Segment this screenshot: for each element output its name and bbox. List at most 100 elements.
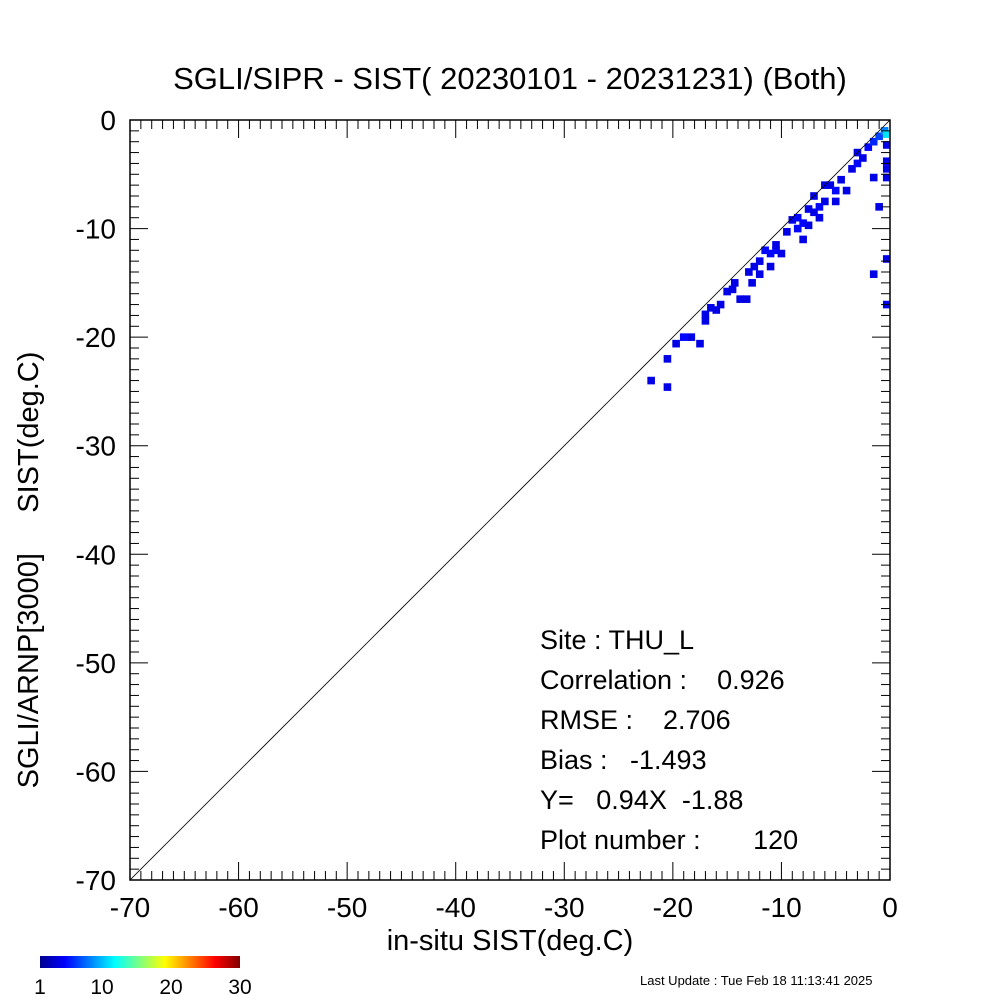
stat-rmse: RMSE : 2.706 — [540, 705, 731, 735]
x-tick-labels: -70 -60 -50 -40 -30 -20 -10 0 — [110, 892, 898, 923]
heatmap-cell — [687, 333, 696, 341]
heatmap-cell — [815, 203, 824, 211]
heatmap-cell — [748, 279, 756, 287]
chart-title: SGLI/SIPR - SIST( 20230101 - 20231231) (… — [173, 61, 847, 96]
heatmap-cell — [701, 317, 710, 325]
y-tick-label: -20 — [76, 322, 116, 353]
colorbar-gradient — [40, 956, 240, 968]
heatmap-cell — [761, 246, 769, 255]
heatmap-cell — [882, 130, 890, 138]
stat-plot-number: Plot number : 120 — [540, 825, 798, 855]
stat-site: Site : THU_L — [540, 625, 694, 655]
heatmap-cell — [701, 310, 710, 319]
heatmap-cell — [804, 221, 813, 230]
y-axis-label: SGLI/ARNP[3000] SIST(deg.C) — [13, 352, 45, 789]
stat-bias: Bias : -1.493 — [540, 745, 707, 775]
y-tick-label: 0 — [100, 105, 116, 136]
heatmap-cell — [672, 339, 680, 348]
heatmap-cell — [853, 159, 862, 168]
heatmap-cell — [663, 355, 672, 363]
stats-box: Site : THU_L Correlation : 0.926 RMSE : … — [540, 625, 798, 855]
heatmap-cell — [869, 137, 878, 146]
heatmap-cell — [679, 333, 688, 341]
y-tick-label: -60 — [76, 756, 116, 787]
colorbar-tick-label: 20 — [159, 976, 182, 999]
colorbar-tick-label: 30 — [228, 976, 251, 999]
heatmap-cell — [766, 262, 775, 271]
one-to-one-line — [130, 120, 890, 880]
heatmap-cell — [810, 208, 818, 217]
colorbar-labels: 1 10 20 30 — [34, 976, 252, 999]
heatmap-cell — [730, 279, 739, 287]
y-tick-label: -10 — [76, 214, 116, 245]
colorbar-tick-label: 1 — [34, 976, 46, 999]
heatmap-cell — [766, 249, 775, 258]
heatmap-cell — [831, 186, 840, 195]
x-tick-label: -10 — [761, 892, 801, 923]
heatmap-cell — [712, 306, 721, 314]
heatmap-cell — [869, 270, 878, 278]
heatmap-cell — [742, 295, 751, 303]
heatmap-cell — [716, 300, 725, 309]
last-update: Last Update : Tue Feb 18 11:13:41 2025 — [640, 973, 873, 988]
x-tick-label: -60 — [218, 892, 258, 923]
heatmap-cell — [663, 383, 672, 391]
colorbar: 1 10 20 30 — [34, 956, 252, 999]
heatmap-cell — [750, 262, 759, 271]
heatmap-cell — [788, 216, 797, 224]
y-tick-label: -30 — [76, 431, 116, 462]
x-tick-label: -70 — [110, 892, 150, 923]
stat-fit: Y= 0.94X -1.88 — [540, 785, 743, 815]
heatmap-cell — [772, 241, 780, 249]
heatmap-cell — [882, 141, 890, 149]
heatmap-cell — [696, 339, 704, 348]
heatmap-cell — [736, 295, 744, 303]
heatmap-cells — [647, 127, 890, 391]
heatmap-cell — [745, 268, 753, 276]
x-tick-label: 0 — [882, 892, 898, 923]
heatmap-cell — [869, 173, 878, 182]
heatmap-cell — [755, 270, 764, 278]
heatmap-cell — [755, 257, 764, 265]
x-tick-label: -30 — [544, 892, 584, 923]
y-tick-label: -70 — [76, 865, 116, 896]
heatmap-cell — [882, 173, 890, 182]
x-tick-label: -50 — [327, 892, 367, 923]
heatmap-cell — [815, 213, 824, 222]
heatmap-cell — [842, 186, 851, 195]
y-tick-labels: 0 -10 -20 -30 -40 -50 -60 -70 — [76, 105, 116, 896]
heatmap-cell — [882, 157, 890, 166]
colorbar-tick-label: 10 — [90, 976, 113, 999]
heatmap-cell — [831, 197, 840, 206]
heatmap-cell — [647, 376, 655, 385]
heatmap-cell — [777, 249, 786, 258]
y-tick-label: -50 — [76, 648, 116, 679]
y-tick-label: -40 — [76, 539, 116, 570]
heatmap-cell — [837, 175, 845, 184]
heatmap-cell — [864, 143, 873, 151]
x-axis-label: in-situ SIST(deg.C) — [387, 925, 634, 957]
heatmap-cell — [804, 205, 813, 213]
x-tick-label: -20 — [653, 892, 693, 923]
heatmap-cell — [723, 287, 731, 296]
x-tick-label: -40 — [435, 892, 475, 923]
heatmap-cell — [882, 165, 890, 173]
heatmap-cell — [728, 285, 737, 294]
heatmap-cell — [882, 255, 890, 263]
heatmap-cell — [821, 197, 829, 206]
heatmap-cell — [799, 235, 807, 244]
heatmap-cell — [875, 203, 883, 211]
stat-correlation: Correlation : 0.926 — [540, 665, 785, 695]
heatmap-cell — [772, 246, 780, 255]
heatmap-cell — [875, 132, 883, 141]
minor-ticks — [129, 119, 891, 881]
heatmap-cell — [793, 213, 802, 222]
heatmap-cell — [707, 304, 715, 312]
heatmap-cell — [783, 228, 791, 236]
heatmap-cell — [848, 165, 856, 173]
heatmap-cell — [799, 219, 807, 227]
heatmap-cell — [793, 224, 802, 233]
heatmap-cell — [859, 154, 867, 162]
heatmap-cell — [826, 181, 835, 189]
